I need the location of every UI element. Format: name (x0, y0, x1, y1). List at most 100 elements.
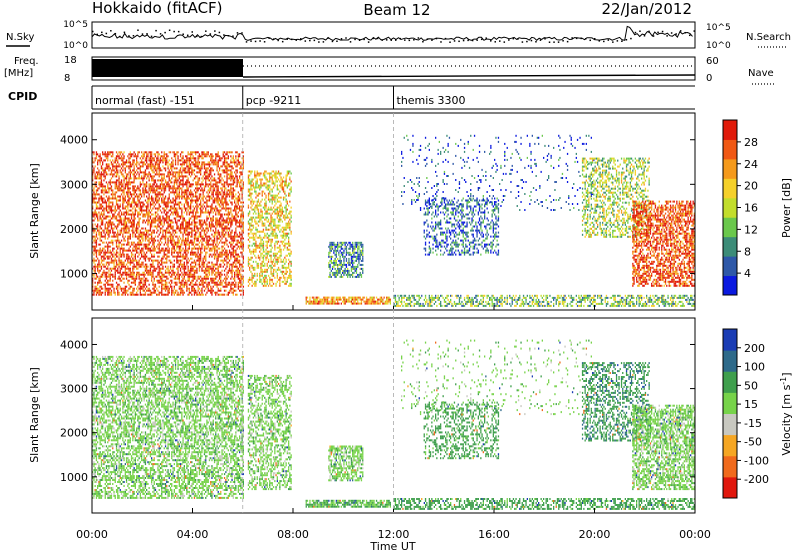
power-echo-cell (159, 161, 160, 163)
power-echo-cell (156, 212, 157, 214)
nsearch-point (354, 39, 356, 41)
power-echo-cell (165, 204, 166, 206)
power-echo-cell (130, 238, 131, 240)
power-echo-cell (235, 214, 236, 216)
power-echo-cell (203, 280, 204, 282)
power-echo-cell (100, 282, 101, 284)
power-echo-cell (208, 212, 209, 214)
power-echo-cell (193, 171, 194, 173)
power-echo-cell (209, 189, 210, 191)
power-echo-cell (121, 171, 122, 173)
power-echo-cell (179, 288, 180, 290)
power-echo-cell (161, 169, 162, 171)
power-echo-cell (195, 244, 196, 246)
power-echo-cell (144, 204, 145, 206)
power-echo-cell (130, 173, 131, 175)
power-echo-cell (224, 157, 225, 159)
power-echo-cell (195, 276, 196, 278)
power-echo-cell (102, 153, 103, 155)
power-echo-cell (131, 276, 132, 278)
power-echo-cell (225, 252, 226, 254)
power-echo-cell (97, 193, 98, 195)
power-echo-cell (221, 177, 222, 179)
power-echo-cell (152, 238, 153, 240)
power-echo-cell (105, 159, 106, 161)
power-echo-cell (200, 240, 201, 242)
power-echo-cell (205, 183, 206, 185)
power-echo-cell (98, 181, 99, 183)
power-echo-cell (116, 181, 117, 183)
power-echo-cell (186, 212, 187, 214)
power-echo-cell (224, 159, 225, 161)
power-echo-cell (200, 220, 201, 222)
power-echo-cell (123, 220, 124, 222)
power-echo-cell (229, 191, 230, 193)
power-echo-cell (177, 256, 178, 258)
power-echo-cell (190, 232, 191, 234)
power-echo-cell (111, 189, 112, 191)
power-echo-cell (174, 200, 175, 202)
power-echo-cell (125, 169, 126, 171)
power-echo-cell (195, 193, 196, 195)
power-echo-cell (122, 262, 123, 264)
power-echo-cell (198, 248, 199, 250)
power-echo-cell (215, 250, 216, 252)
power-echo-cell (108, 206, 109, 208)
power-echo-cell (234, 246, 235, 248)
power-echo-cell (146, 268, 147, 270)
power-echo-cell (191, 232, 192, 234)
power-echo-cell (106, 232, 107, 234)
power-echo-cell (107, 155, 108, 157)
power-echo-cell (180, 256, 181, 258)
power-echo-cell (211, 264, 212, 266)
power-echo-cell (226, 218, 227, 220)
nave-tick-high: 60 (706, 56, 719, 67)
power-echo-cell (239, 171, 240, 173)
power-echo-cell (118, 179, 119, 181)
power-echo-cell (201, 189, 202, 191)
power-echo-cell (194, 290, 195, 292)
power-echo-cell (151, 165, 152, 167)
power-echo-cell (128, 159, 129, 161)
power-echo-cell (96, 202, 97, 204)
power-echo-cell (140, 278, 141, 280)
power-echo-cell (191, 216, 192, 218)
power-echo-cell (208, 179, 209, 181)
power-echo-cell (166, 244, 167, 246)
power-echo-cell (130, 272, 131, 274)
power-echo-cell (152, 274, 153, 276)
power-echo-cell (147, 250, 148, 252)
power-echo-cell (127, 220, 128, 222)
power-echo-cell (97, 175, 98, 177)
power-echo-cell (235, 254, 236, 256)
power-echo-cell (177, 242, 178, 244)
power-echo-cell (175, 222, 176, 224)
power-echo-cell (162, 179, 163, 181)
power-echo-cell (132, 290, 133, 292)
power-echo-cell (209, 268, 210, 270)
power-echo-cell (166, 159, 167, 161)
power-echo-cell (179, 274, 180, 276)
power-echo-cell (166, 161, 167, 163)
power-echo-cell (190, 212, 191, 214)
power-echo-cell (208, 266, 209, 268)
power-echo-cell (111, 173, 112, 175)
power-echo-cell (105, 177, 106, 179)
power-echo-cell (134, 165, 135, 167)
power-echo-cell (146, 230, 147, 232)
power-echo-cell (164, 159, 165, 161)
power-echo-cell (238, 153, 239, 155)
power-echo-cell (225, 206, 226, 208)
nave-tick-low: 0 (706, 73, 712, 84)
power-echo-cell (218, 268, 219, 270)
power-echo-cell (146, 270, 147, 272)
power-echo-cell (139, 177, 140, 179)
nsearch-point (626, 39, 628, 41)
power-echo-cell (140, 288, 141, 290)
power-echo-cell (127, 191, 128, 193)
power-echo-cell (224, 244, 225, 246)
power-echo-cell (175, 276, 176, 278)
power-echo-cell (108, 167, 109, 169)
power-echo-cell (210, 157, 211, 159)
power-echo-cell (146, 189, 147, 191)
